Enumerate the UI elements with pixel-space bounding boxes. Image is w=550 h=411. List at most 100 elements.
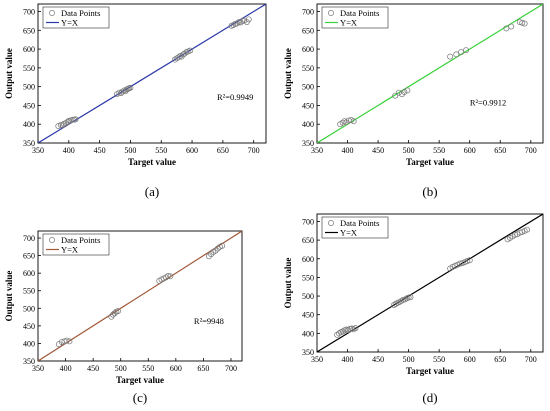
x-tick-label: 400	[63, 146, 75, 155]
y-tick-label: 600	[302, 255, 314, 264]
x-tick-label: 700	[525, 355, 537, 364]
data-point	[511, 231, 518, 238]
x-tick-label: 650	[197, 364, 209, 373]
x-axis-label: Target value	[406, 157, 454, 167]
x-tick-label: 500	[403, 146, 415, 155]
chart-panel-a: 350 400 450 500 550 600 650 700 350 400 450 500 550 6…	[0, 0, 275, 205]
legend-marker-icon	[49, 237, 55, 243]
y-tick-label: 350	[23, 139, 35, 148]
y-equals-x-line	[317, 4, 543, 143]
x-tick-label: 400	[342, 146, 354, 155]
legend-label-points: Data Points	[61, 8, 100, 18]
x-tick-label: 350	[32, 146, 44, 155]
y-tick-label: 500	[302, 83, 314, 92]
r2-annotation: R²=0.9912	[470, 97, 506, 107]
legend-marker-icon	[328, 10, 334, 16]
data-point	[205, 253, 212, 260]
legend-label-points: Data Points	[340, 218, 379, 228]
x-tick-label: 650	[217, 146, 229, 155]
y-tick-label: 650	[302, 26, 314, 35]
y-tick-label: 700	[302, 8, 314, 17]
chart-panel-d: 350 400 450 500 550 600 650 700 350 400 450 500 550 6…	[275, 206, 550, 411]
legend-marker-icon	[49, 10, 55, 16]
legend-box	[321, 216, 389, 239]
legend-marker-icon	[328, 220, 334, 226]
y-tick-label: 500	[302, 292, 314, 301]
x-tick-label: 350	[32, 364, 44, 373]
data-point	[245, 16, 252, 23]
y-tick-label: 450	[302, 311, 314, 320]
data-point	[404, 87, 411, 94]
legend-box	[42, 6, 110, 29]
panel-caption: (d)	[422, 390, 437, 405]
y-tick-label: 400	[302, 120, 314, 129]
y-tick-label: 400	[302, 329, 314, 338]
legend-label-points: Data Points	[340, 8, 379, 18]
y-tick-label: 700	[23, 234, 35, 243]
x-tick-label: 600	[464, 146, 476, 155]
data-point	[219, 242, 226, 249]
legend-box	[42, 233, 110, 256]
y-tick-label: 700	[23, 8, 35, 17]
data-point	[230, 22, 237, 28]
x-tick-label: 600	[170, 364, 182, 373]
y-tick-label: 350	[23, 357, 35, 366]
x-axis-label: Target value	[116, 375, 164, 385]
x-tick-label: 450	[94, 146, 106, 155]
chart-svg-b: 350 400 450 500 550 600 650 700 350 400 450 500 550 6…	[283, 3, 544, 199]
y-axis-label: Output value	[283, 258, 293, 309]
x-tick-label: 500	[124, 146, 136, 155]
data-point	[64, 119, 71, 125]
x-tick-label: 500	[403, 355, 415, 364]
y-tick-label: 700	[302, 217, 314, 226]
data-point	[458, 49, 465, 56]
legend-label-line: Y=X	[61, 18, 78, 28]
y-tick-label: 550	[302, 64, 314, 73]
panel-caption: (c)	[133, 390, 147, 405]
x-tick-label: 650	[494, 146, 506, 155]
data-point	[108, 313, 115, 320]
x-axis-label: Target value	[128, 157, 176, 167]
data-point	[165, 273, 172, 279]
x-tick-label: 650	[494, 355, 506, 364]
x-tick-label: 600	[186, 146, 198, 155]
data-point	[519, 19, 526, 26]
x-tick-label: 700	[225, 364, 237, 373]
data-point	[127, 84, 134, 91]
y-tick-label: 650	[23, 252, 35, 261]
panel-caption: (a)	[145, 184, 159, 199]
data-point	[407, 294, 414, 301]
x-tick-label: 700	[248, 146, 260, 155]
data-point	[401, 88, 408, 95]
data-point	[336, 330, 342, 337]
r2-annotation: R²=0.9949	[217, 92, 253, 102]
y-tick-label: 500	[23, 304, 35, 313]
y-tick-label: 550	[302, 273, 314, 282]
panel-caption: (b)	[422, 184, 437, 199]
data-point	[66, 338, 73, 345]
data-point	[175, 54, 182, 61]
x-tick-label: 400	[342, 355, 354, 364]
data-point	[339, 119, 346, 126]
x-tick-label: 500	[115, 364, 127, 373]
r2-annotation: R²=9948	[194, 316, 224, 326]
data-point	[63, 337, 70, 344]
x-tick-label: 350	[311, 146, 323, 155]
y-tick-label: 550	[23, 287, 35, 296]
data-point	[208, 251, 215, 258]
x-tick-label: 550	[155, 146, 167, 155]
x-tick-label: 700	[525, 146, 537, 155]
chart-panel-c: 350 400 450 500 550 600 650 700 350 400 450 500 550 6…	[0, 206, 275, 411]
chart-svg-c: 350 400 450 500 550 600 650 700 350 400 450 500 550 6…	[4, 230, 243, 405]
x-tick-label: 400	[60, 364, 72, 373]
data-point	[114, 308, 121, 315]
x-tick-label: 450	[372, 355, 384, 364]
data-point	[187, 47, 194, 54]
data-point	[345, 327, 352, 333]
y-tick-label: 350	[302, 348, 314, 357]
x-tick-label: 550	[433, 355, 445, 364]
data-point	[447, 53, 454, 60]
legend-box	[321, 6, 389, 29]
y-tick-label: 550	[23, 64, 35, 73]
y-tick-label: 600	[23, 269, 35, 278]
